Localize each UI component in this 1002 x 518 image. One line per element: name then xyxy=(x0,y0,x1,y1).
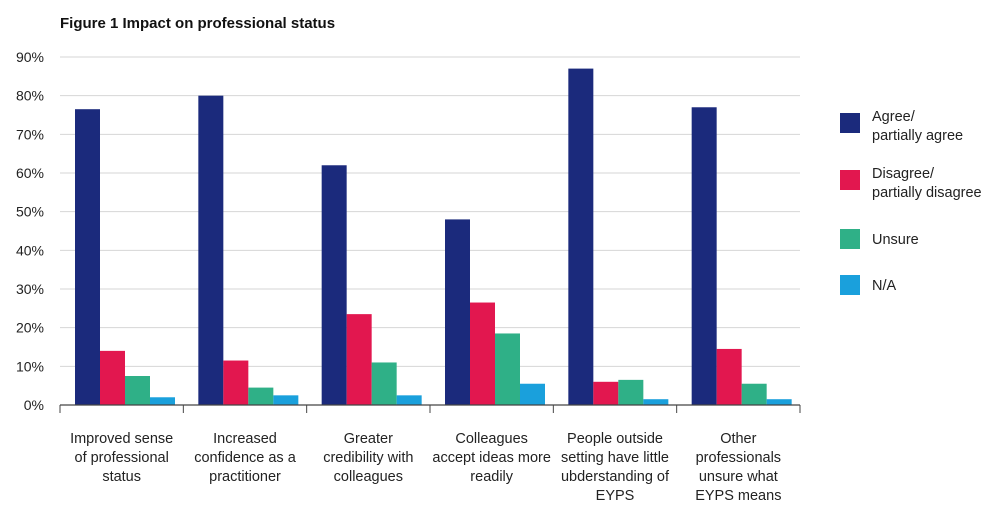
bar xyxy=(150,397,175,405)
bar xyxy=(520,383,545,405)
legend-swatch xyxy=(840,170,860,190)
bar xyxy=(643,399,669,405)
legend-label: Unsure xyxy=(872,232,919,248)
bar xyxy=(198,95,224,406)
bar xyxy=(691,107,717,406)
bar xyxy=(766,399,792,405)
legend: Agree/partially agree Disagree/partially … xyxy=(840,109,982,295)
x-category-label: Colleagues accept ideas more readily xyxy=(432,431,550,485)
x-category-label: Greater credibility with colleagues xyxy=(323,431,413,485)
legend-swatch xyxy=(840,113,860,133)
bar xyxy=(321,165,347,405)
bar xyxy=(125,376,150,405)
legend-label: N/A xyxy=(872,278,897,294)
y-tick-label: 30% xyxy=(16,281,44,297)
y-tick-label: 0% xyxy=(24,397,44,413)
bar xyxy=(495,333,520,405)
y-tick-label: 60% xyxy=(16,165,44,181)
bar xyxy=(568,68,594,405)
bars xyxy=(75,68,792,406)
bar xyxy=(100,350,125,405)
bar xyxy=(273,395,299,405)
bar xyxy=(741,383,767,405)
y-axis: 0% 10% 20% 30% 40% 50% 60% 70% 80% 90% xyxy=(16,49,44,413)
y-tick-label: 20% xyxy=(16,320,44,336)
y-tick-label: 90% xyxy=(16,49,44,65)
legend-swatch xyxy=(840,275,860,295)
y-tick-label: 10% xyxy=(16,358,44,374)
x-category-label: People outside setting have little ubderst… xyxy=(561,431,670,504)
chart-title: Figure 1 Impact on professional status xyxy=(60,15,335,32)
x-category-label: Increased confidence as a practitioner xyxy=(194,431,297,485)
y-tick-label: 50% xyxy=(16,204,44,220)
x-axis: Improved sense of professional status Incre… xyxy=(59,404,801,504)
y-tick-label: 80% xyxy=(16,88,44,104)
y-tick-label: 70% xyxy=(16,126,44,142)
bar xyxy=(346,314,372,405)
bar xyxy=(618,379,644,405)
gridlines xyxy=(60,56,800,367)
bar xyxy=(75,109,100,405)
bar xyxy=(371,362,397,405)
legend-label: Agree/partially agree xyxy=(872,109,963,144)
bar xyxy=(396,395,422,405)
bar xyxy=(593,381,619,405)
x-category-label: Other professionals unsure what EYPS means xyxy=(695,431,781,504)
bar xyxy=(470,302,495,405)
x-category-label: Improved sense of professional status xyxy=(70,431,173,485)
bar xyxy=(445,219,470,405)
bar xyxy=(716,348,742,405)
legend-swatch xyxy=(840,229,860,249)
legend-label: Disagree/partially disagree xyxy=(872,166,982,201)
bar xyxy=(248,387,274,405)
bar xyxy=(223,360,249,405)
y-tick-label: 40% xyxy=(16,242,44,258)
